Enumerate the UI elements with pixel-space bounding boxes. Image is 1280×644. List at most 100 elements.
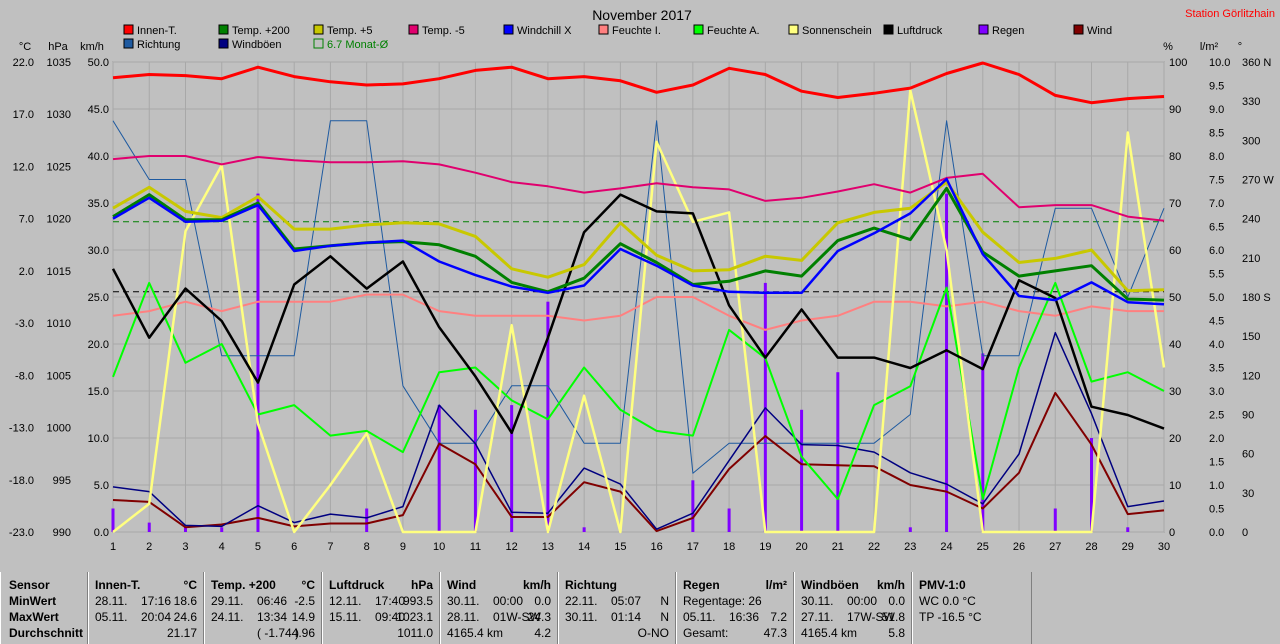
summary-cell: 05.11. <box>95 610 128 624</box>
summary-unit: km/h <box>876 578 905 592</box>
temp-tick-label: -8.0 <box>15 370 34 382</box>
rain-tick-label: 3.5 <box>1209 363 1224 375</box>
summary-cell: 30.11. <box>565 610 598 624</box>
humidity-tick-label: 60 <box>1169 245 1181 257</box>
rain-tick-label: 7.5 <box>1209 175 1224 187</box>
summary-panel: Sensor MinWert MaxWert Durchschnitt Inne… <box>0 572 1280 644</box>
min-row-label: MinWert <box>9 594 57 608</box>
series-line-windchill-x <box>112 177 1165 306</box>
legend-label: Temp. -5 <box>422 25 465 37</box>
humidity-tick-label: 30 <box>1169 386 1181 398</box>
rain-tick-label: 2.0 <box>1209 433 1224 445</box>
direction-tick-label: 120 <box>1242 370 1260 382</box>
pressure-tick-label: 1015 <box>47 266 71 278</box>
x-tick-label: 23 <box>904 541 916 553</box>
summary-cell: 47.3 <box>763 626 787 640</box>
summary-cell: 993.5 <box>402 594 433 608</box>
x-tick-label: 30 <box>1158 541 1170 553</box>
legend-label: Innen-T. <box>137 25 177 37</box>
legend-label: Regen <box>992 25 1024 37</box>
rain-bar <box>908 527 912 532</box>
summary-header: Regen <box>683 578 720 592</box>
rain-tick-label: 1.5 <box>1209 457 1224 469</box>
legend-swatch <box>313 24 324 35</box>
chart-title: November 2017 <box>592 7 692 23</box>
summary-cell: WC 0.0 °C <box>919 594 976 608</box>
summary-header: Luftdruck <box>329 578 385 592</box>
legend-label: Windböen <box>232 39 282 51</box>
summary-cell: 4.2 <box>534 626 551 640</box>
sensor-header: Sensor <box>9 578 50 592</box>
summary-cell: 24.11. <box>211 610 244 624</box>
rain-bar <box>220 527 224 532</box>
summary-header: Temp. +200 <box>211 578 276 592</box>
legend-swatch <box>313 38 324 49</box>
rain-bar <box>582 527 586 532</box>
rain-bar <box>183 527 187 532</box>
weather-chart: November 2017 Station Görlitzhain °C hPa k… <box>9 7 1275 553</box>
pressure-tick-label: 1025 <box>47 161 71 173</box>
rain-bar <box>546 301 550 532</box>
legend-label: Feuchte A. <box>707 25 760 37</box>
summary-cell: 7.2 <box>770 610 787 624</box>
rain-bar <box>510 405 514 532</box>
summary-cell: 01W-SW <box>493 610 541 624</box>
legend-swatch <box>788 24 799 35</box>
direction-tick-label: 270 W <box>1242 175 1274 187</box>
x-tick-label: 17 <box>687 541 699 553</box>
summary-cell: 4165.4 km <box>447 626 504 640</box>
wind-tick-label: 30.0 <box>88 245 109 257</box>
humidity-tick-label: 80 <box>1169 151 1181 163</box>
series-line-windb-en <box>112 331 1165 530</box>
legend-swatch <box>1073 24 1084 35</box>
x-tick-label: 22 <box>868 541 880 553</box>
rain-tick-label: 3.0 <box>1209 386 1224 398</box>
temp-tick-label: 2.0 <box>19 266 34 278</box>
summary-cell: 30.11. <box>447 594 480 608</box>
summary-cell: 01:14 <box>611 610 642 624</box>
pressure-tick-label: 990 <box>53 527 71 539</box>
legend-label: Richtung <box>137 39 180 51</box>
pressure-tick-label: 1010 <box>47 318 71 330</box>
summary-cell: 24.3 <box>527 610 551 624</box>
wind-tick-label: 45.0 <box>88 104 109 116</box>
x-tick-label: 19 <box>759 541 771 553</box>
legend-label: Windchill X <box>517 25 572 37</box>
summary-cell: 17:40 <box>375 594 406 608</box>
pressure-summary: Luftdruck hPa 12.11. 17:40 993.5 15.11. 09:40 1… <box>322 572 440 644</box>
summary-cell: Gesamt: <box>683 626 729 640</box>
x-tick-label: 21 <box>832 541 844 553</box>
pressure-tick-label: 1035 <box>47 57 71 69</box>
direction-tick-label: 300 <box>1242 135 1260 147</box>
summary-cell: 22.11. <box>565 594 598 608</box>
station-label: Station Görlitzhain <box>1185 8 1275 20</box>
sensor-column: Sensor MinWert MaxWert Durchschnitt <box>0 572 88 644</box>
legend-swatch <box>123 24 134 35</box>
legend-label: Temp. +5 <box>327 25 373 37</box>
x-tick-label: 9 <box>400 541 406 553</box>
rain-bar <box>365 508 369 532</box>
wind-tick-label: 40.0 <box>88 151 109 163</box>
legend-swatch <box>883 24 894 35</box>
direction-tick-label: 240 <box>1242 214 1260 226</box>
wind-tick-label: 50.0 <box>88 57 109 69</box>
summary-header: Richtung <box>565 578 617 592</box>
innen-temp-summary: Innen-T. °C 28.11. 17:16 18.6 05.11. 20:04 24.6… <box>88 572 204 644</box>
wind-tick-label: 20.0 <box>88 339 109 351</box>
summary-cell: O-NO <box>637 626 669 640</box>
summary-cell: ( -1.74 ) <box>257 626 300 640</box>
summary-cell: 0.0 <box>534 594 551 608</box>
humidity-tick-label: 40 <box>1169 339 1181 351</box>
temp-tick-label: 17.0 <box>13 109 34 121</box>
legend-swatch <box>598 24 609 35</box>
temp200-summary: Temp. +200 °C 29.11. 06:46 -2.5 24.11. 13:34 14… <box>204 572 322 644</box>
summary-cell: 4165.4 km <box>801 626 858 640</box>
x-tick-label: 15 <box>614 541 626 553</box>
humidity-tick-label: 0 <box>1169 527 1175 539</box>
summary-cell: 09:40 <box>375 610 406 624</box>
x-tick-label: 1 <box>110 541 116 553</box>
summary-cell: 27.11. <box>801 610 834 624</box>
humidity-tick-label: 100 <box>1169 57 1187 69</box>
legend-label: Wind <box>1087 25 1112 37</box>
max-row-label: MaxWert <box>9 610 59 624</box>
